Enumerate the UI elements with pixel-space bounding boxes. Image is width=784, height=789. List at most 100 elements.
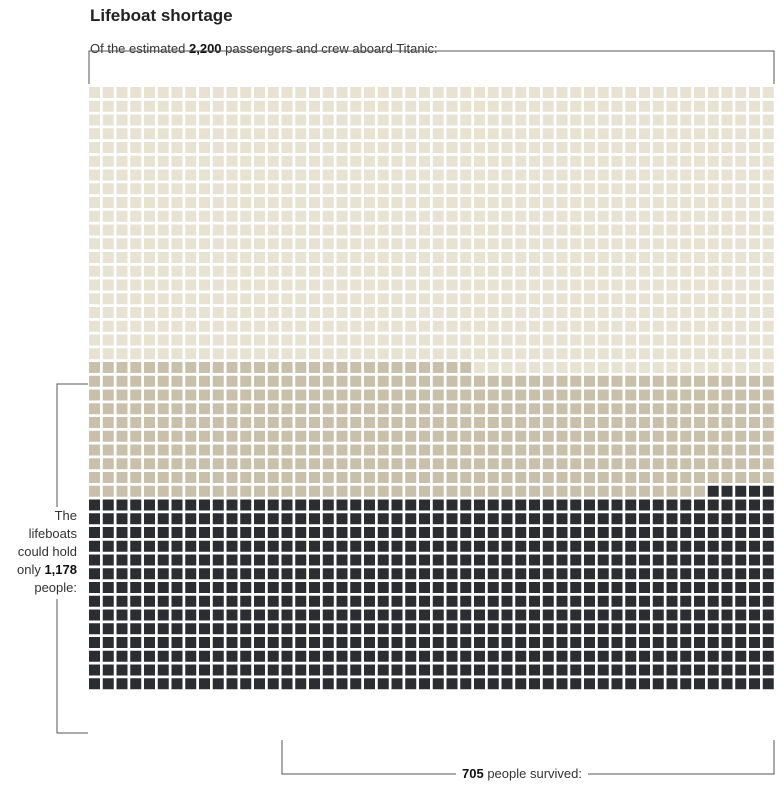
aboard-cell [419,293,430,305]
aboard-cell [309,169,320,181]
aboard-cell [309,334,320,346]
survived-cell [721,499,733,511]
survived-cell [625,664,637,676]
lifeboat-cell [639,375,650,387]
survived-cell [364,554,375,566]
aboard-cell [102,197,114,208]
lifeboat-cell [281,430,293,442]
lifeboat-cell [474,417,485,428]
side-caption-line2: lifeboats [28,526,77,541]
survived-cell [584,650,595,662]
lifeboat-cell [584,458,595,470]
aboard-cell [102,210,114,222]
aboard-cell [721,114,733,126]
survived-cell [377,499,389,511]
aboard-cell [515,334,527,346]
survived-cell [762,637,774,648]
survived-cell [762,527,774,538]
lifeboat-cell [611,472,623,483]
lifeboat-cell [116,389,128,401]
aboard-cell [487,293,499,305]
survived-cell [419,650,430,662]
aboard-cell [515,183,527,195]
lifeboat-cell [281,403,293,415]
aboard-cell [116,279,128,291]
aboard-cell [364,293,375,305]
survived-cell [515,664,527,676]
lifeboat-cell [240,375,252,387]
survived-cell [611,499,623,511]
aboard-cell [322,128,334,140]
aboard-cell [116,100,128,112]
aboard-cell [157,142,169,153]
aboard-cell [226,279,238,291]
survived-cell [625,527,637,538]
aboard-cell [336,265,348,277]
aboard-cell [130,320,142,332]
aboard-cell [89,87,100,98]
aboard-cell [377,265,389,277]
aboard-cell [377,252,389,263]
survived-cell [501,568,513,580]
lifeboat-cell [556,444,568,456]
lifeboat-cell [666,430,678,442]
survived-cell [89,595,100,607]
aboard-cell [336,183,348,195]
survived-cell [377,609,389,621]
aboard-cell [171,128,183,140]
survived-cell [762,568,774,580]
aboard-cell [694,307,705,318]
aboard-cell [432,100,444,112]
aboard-cell [597,307,609,318]
aboard-cell [377,224,389,236]
lifeboat-cell [350,472,362,483]
survived-cell [199,650,210,662]
lifeboat-cell [226,403,238,415]
survived-cell [584,582,595,593]
lifeboat-cell [102,389,114,401]
lifeboat-cell [267,417,279,428]
survived-cell [529,554,540,566]
aboard-cell [694,210,705,222]
survived-cell [735,664,747,676]
aboard-cell [597,114,609,126]
survived-cell [102,513,114,525]
survived-cell [295,637,307,648]
aboard-cell [267,169,279,181]
survived-cell [102,664,114,676]
survived-cell [432,527,444,538]
survived-cell [364,527,375,538]
survived-cell [185,499,197,511]
aboard-cell [240,100,252,112]
lifeboat-cell [666,375,678,387]
lifeboat-cell [405,417,417,428]
aboard-cell [405,279,417,291]
lifeboat-cell [309,444,320,456]
aboard-cell [515,169,527,181]
aboard-cell [322,142,334,153]
survived-cell [364,499,375,511]
survived-cell [144,513,155,525]
aboard-cell [639,224,650,236]
lifeboat-cell [460,389,472,401]
lifeboat-cell [542,375,554,387]
lifeboat-cell [226,430,238,442]
survived-cell [652,540,664,552]
survived-cell [474,664,485,676]
aboard-cell [336,155,348,167]
aboard-cell [487,210,499,222]
survived-cell [322,637,334,648]
lifeboat-cell [309,389,320,401]
aboard-cell [322,265,334,277]
lifeboat-cell [144,389,155,401]
survived-cell [762,664,774,676]
aboard-cell [267,348,279,360]
aboard-cell [570,183,582,195]
survived-cell [487,678,499,690]
survived-cell [364,637,375,648]
survived-cell [432,637,444,648]
aboard-cell [570,114,582,126]
lifeboat-cell [309,375,320,387]
survived-cell [652,582,664,593]
lifeboat-cell [515,472,527,483]
